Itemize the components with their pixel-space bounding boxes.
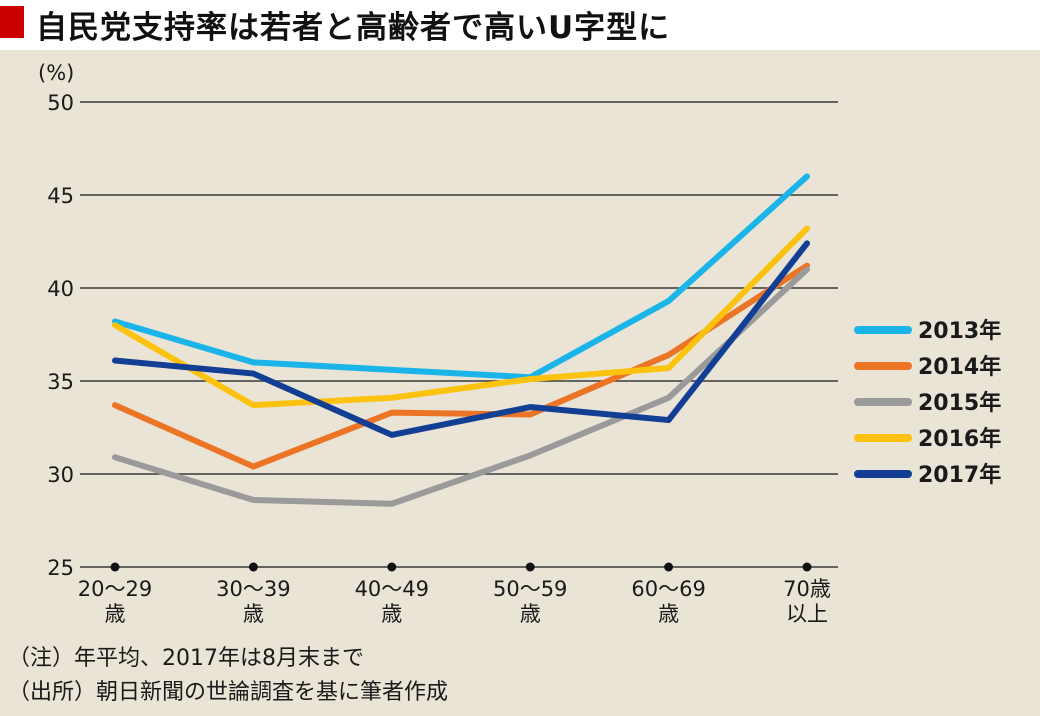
- x-tick-label-4-1: 歳: [658, 602, 679, 626]
- x-tick-label-2-0: 40〜49: [355, 577, 429, 601]
- series-line-2017年: [112, 240, 810, 438]
- x-tick-dot-0: [110, 562, 120, 572]
- grid-lines: [80, 101, 838, 568]
- series-line-2013年: [112, 173, 810, 381]
- x-tick-label-4-0: 60〜69: [631, 577, 705, 601]
- legend-label-2017年: 2017年: [918, 462, 1001, 488]
- legend-label-2013年: 2013年: [918, 318, 1001, 344]
- x-tick-label-0-1: 歳: [105, 602, 126, 626]
- legend-label-2016年: 2016年: [918, 426, 1001, 452]
- legend-label-2015年: 2015年: [918, 390, 1001, 416]
- y-tick-label-25: 25: [47, 556, 74, 580]
- y-axis-unit-label: (%): [38, 61, 74, 85]
- x-tick-label-5-1: 以上: [786, 602, 828, 626]
- legend: 2013年 2014年 2015年 2016年 2017年: [854, 318, 1001, 488]
- y-tick-label-45: 45: [47, 184, 74, 208]
- x-tick-dot-5: [802, 562, 812, 572]
- x-tick-label-0-0: 20〜29: [78, 577, 152, 601]
- x-tick-label-2-1: 歳: [381, 602, 402, 626]
- title-square-icon: [0, 6, 24, 38]
- y-tick-label-50: 50: [47, 91, 74, 115]
- y-tick-label-35: 35: [47, 370, 74, 394]
- x-tick-label-5-0: 70歳: [783, 577, 831, 601]
- y-tick-label-40: 40: [47, 277, 74, 301]
- y-axis-ticks: 25 30 35 40 45 50 (%): [38, 61, 74, 580]
- chart-note: （注）年平均、2017年は8月末まで: [8, 646, 364, 671]
- y-tick-label-30: 30: [47, 463, 74, 487]
- series-line-2016年: [112, 225, 810, 409]
- x-tick-label-1-0: 30〜39: [216, 577, 290, 601]
- chart-title: 自民党支持率は若者と高齢者で高いU字型に: [36, 10, 671, 46]
- series-line-2014年: [112, 262, 810, 470]
- chart-source: （出所）朝日新聞の世論調査を基に筆者作成: [8, 680, 449, 705]
- x-tick-dot-4: [664, 562, 674, 572]
- legend-label-2014年: 2014年: [918, 354, 1001, 380]
- x-tick-dot-1: [248, 562, 258, 572]
- x-tick-label-3-1: 歳: [520, 602, 541, 626]
- x-tick-label-1-1: 歳: [243, 602, 264, 626]
- x-tick-dot-2: [387, 562, 397, 572]
- title-bar: 自民党支持率は若者と高齢者で高いU字型に: [0, 0, 1040, 48]
- series-lines: [112, 173, 810, 507]
- x-tick-label-3-0: 50〜59: [493, 577, 567, 601]
- series-line-2015年: [112, 266, 810, 507]
- x-tick-dot-3: [525, 562, 535, 572]
